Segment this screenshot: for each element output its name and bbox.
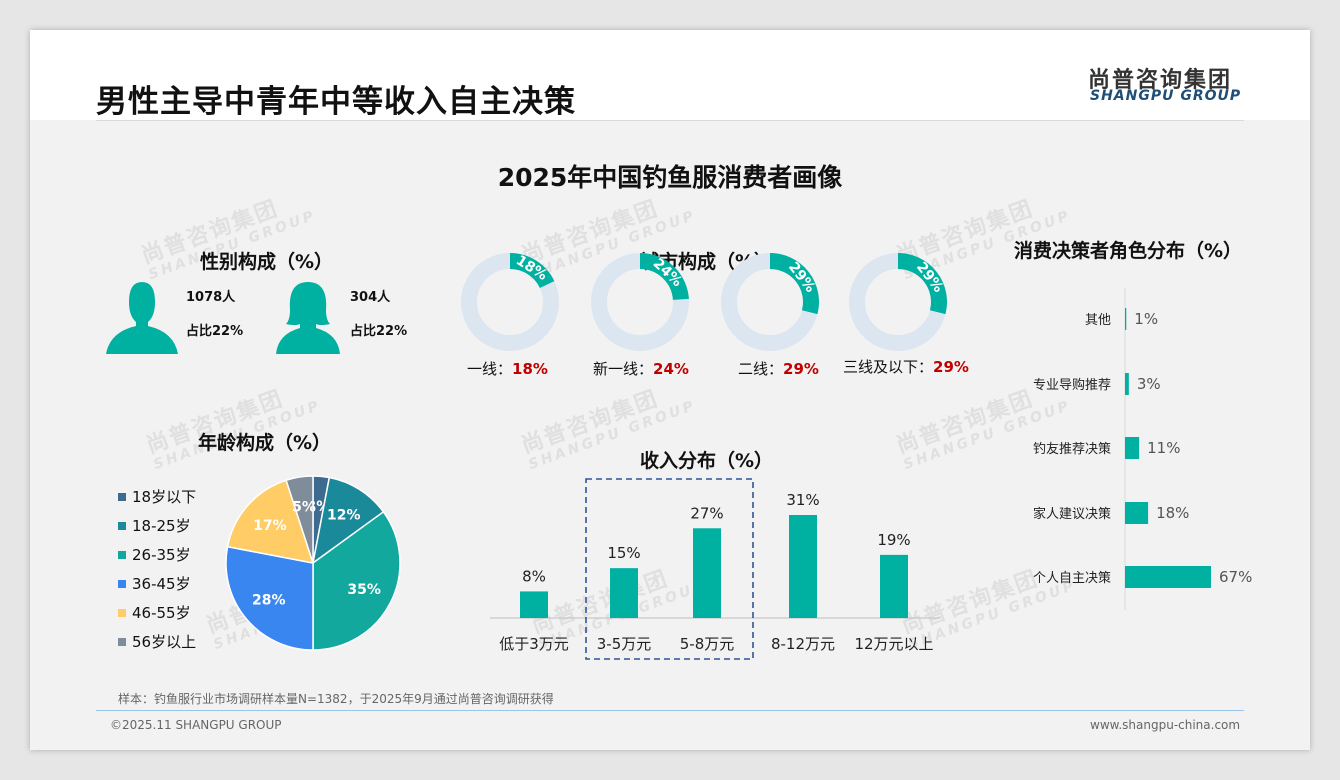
pie-label: 28% — [252, 593, 286, 609]
male-icon — [106, 282, 178, 354]
header-divider — [96, 120, 1244, 121]
legend-item: 56岁以上 — [118, 627, 196, 656]
logo-text-cn: 尚普咨询集团 — [1088, 68, 1233, 93]
role-category-label: 钓友推荐决策 — [1033, 441, 1111, 457]
male-share: 占比22% — [186, 324, 244, 339]
pie-label: 5% — [292, 499, 316, 515]
pie-slice — [311, 476, 385, 565]
female-count: 304人 — [350, 290, 391, 305]
legend-item: 18岁以下 — [118, 482, 196, 511]
female-share: 占比22% — [350, 324, 408, 339]
pie-slice — [285, 475, 314, 564]
legend-swatch — [118, 608, 126, 617]
pie-label: 17% — [253, 518, 287, 534]
copyright: ©2025.11 SHANGPU GROUP — [110, 718, 282, 732]
website-link[interactable]: www.shangpu-china.com — [1090, 718, 1241, 732]
income-bar — [520, 591, 548, 618]
role-bar — [1125, 566, 1211, 588]
legend-swatch — [118, 637, 126, 646]
income-bar — [880, 554, 908, 618]
legend-swatch — [118, 521, 126, 530]
income-category-label: 5-8万元 — [680, 635, 735, 653]
role-bar-chart: 1% 其他 3% 专业导购推荐 11% 钓友推荐决策 18% 家人建议决策 67% 个人自主决策 — [1033, 288, 1252, 610]
page-title: 男性主导中青年中等收入自主决策 — [96, 84, 576, 120]
footer-divider — [96, 710, 1244, 711]
chart-subtitle: 2025年中国钓鱼服消费者画像 — [497, 163, 843, 192]
legend-item: 26-35岁 — [118, 540, 196, 569]
role-bar — [1125, 308, 1127, 330]
donut-arc — [769, 253, 819, 315]
city-label-3: 三线及以下：29% — [843, 358, 969, 376]
income-value-label: 15% — [607, 544, 640, 562]
age-pie-chart: 3%12%35%28%17%5% — [225, 475, 401, 651]
source-note: 样本：钓鱼服行业市场调研样本量N=1382，于2025年9月通过尚普咨询调研获得 — [118, 692, 554, 706]
income-category-label: 低于3万元 — [499, 635, 569, 653]
role-category-label: 个人自主决策 — [1033, 570, 1111, 586]
income-category-label: 8-12万元 — [771, 635, 835, 653]
city-label-0: 一线：18% — [467, 360, 548, 378]
role-category-label: 家人建议决策 — [1033, 506, 1111, 522]
role-bar — [1125, 437, 1140, 459]
income-title: 收入分布（%） — [640, 450, 774, 472]
income-bar-chart: 8% 低于3万元 15% 3-5万元 27% 5-8万元 31% 8-12万元 19% 12万元以… — [490, 478, 940, 660]
role-value-label: 1% — [1134, 310, 1158, 328]
legend-item: 46-55岁 — [118, 598, 196, 627]
pie-label: 12% — [327, 508, 361, 524]
income-value-label: 27% — [690, 504, 723, 522]
role-bar — [1125, 373, 1129, 395]
legend-swatch — [118, 579, 126, 588]
logo-text-en: SHANGPU GROUP — [1090, 88, 1242, 104]
income-bar — [610, 568, 638, 618]
legend-swatch — [118, 492, 126, 501]
income-bar — [693, 528, 721, 618]
male-count: 1078人 — [186, 290, 236, 305]
city-label-1: 新一线：24% — [593, 360, 689, 378]
income-category-label: 3-5万元 — [597, 635, 652, 653]
role-category-label: 其他 — [1085, 313, 1111, 328]
role-value-label: 3% — [1137, 375, 1161, 393]
legend-item: 18-25岁 — [118, 511, 196, 540]
female-icon — [276, 282, 340, 354]
city-donut-chart: 18% 24% 29% 29% — [461, 252, 947, 351]
pie-label: 35% — [347, 582, 381, 598]
legend-item: 36-45岁 — [118, 569, 196, 598]
income-value-label: 8% — [522, 567, 546, 585]
income-value-label: 19% — [877, 531, 910, 549]
age-title: 年龄构成（%） — [198, 432, 332, 454]
slide: 男性主导中青年中等收入自主决策 尚普咨询集团 SHANGPU GROUP 尚普咨… — [30, 30, 1310, 750]
income-value-label: 31% — [786, 491, 819, 509]
income-category-label: 12万元以上 — [854, 635, 933, 653]
gender-title: 性别构成（%） — [200, 251, 334, 273]
donut-arc — [897, 253, 947, 315]
role-value-label: 18% — [1156, 504, 1189, 522]
role-category-label: 专业导购推荐 — [1033, 377, 1111, 393]
income-bar — [789, 515, 817, 618]
legend-swatch — [118, 550, 126, 559]
donut-arc — [509, 253, 555, 289]
role-bar — [1125, 502, 1149, 524]
city-label-2: 二线：29% — [738, 360, 819, 378]
header-band — [30, 30, 1310, 120]
pie-slice — [312, 510, 401, 651]
role-value-label: 67% — [1219, 568, 1252, 586]
donut-arc — [639, 253, 689, 301]
role-value-label: 11% — [1147, 439, 1180, 457]
pie-slice — [226, 479, 315, 564]
pie-slice — [225, 545, 314, 651]
role-title: 消费决策者角色分布（%） — [1014, 240, 1243, 262]
age-legend: 18岁以下 18-25岁 26-35岁 36-45岁 46-55岁 56岁以上 — [118, 482, 196, 656]
highlight-box — [585, 478, 754, 660]
